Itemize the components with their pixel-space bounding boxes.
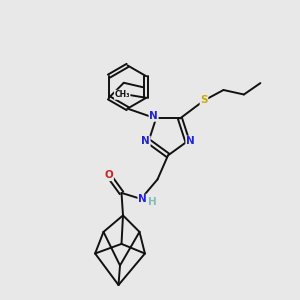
Text: CH₃: CH₃ xyxy=(115,90,130,99)
Text: N: N xyxy=(149,111,158,121)
Text: N: N xyxy=(141,136,150,146)
Text: O: O xyxy=(104,170,113,181)
Text: H: H xyxy=(148,197,157,207)
Text: N: N xyxy=(186,136,195,146)
Text: N: N xyxy=(138,194,147,205)
Text: S: S xyxy=(200,95,208,106)
